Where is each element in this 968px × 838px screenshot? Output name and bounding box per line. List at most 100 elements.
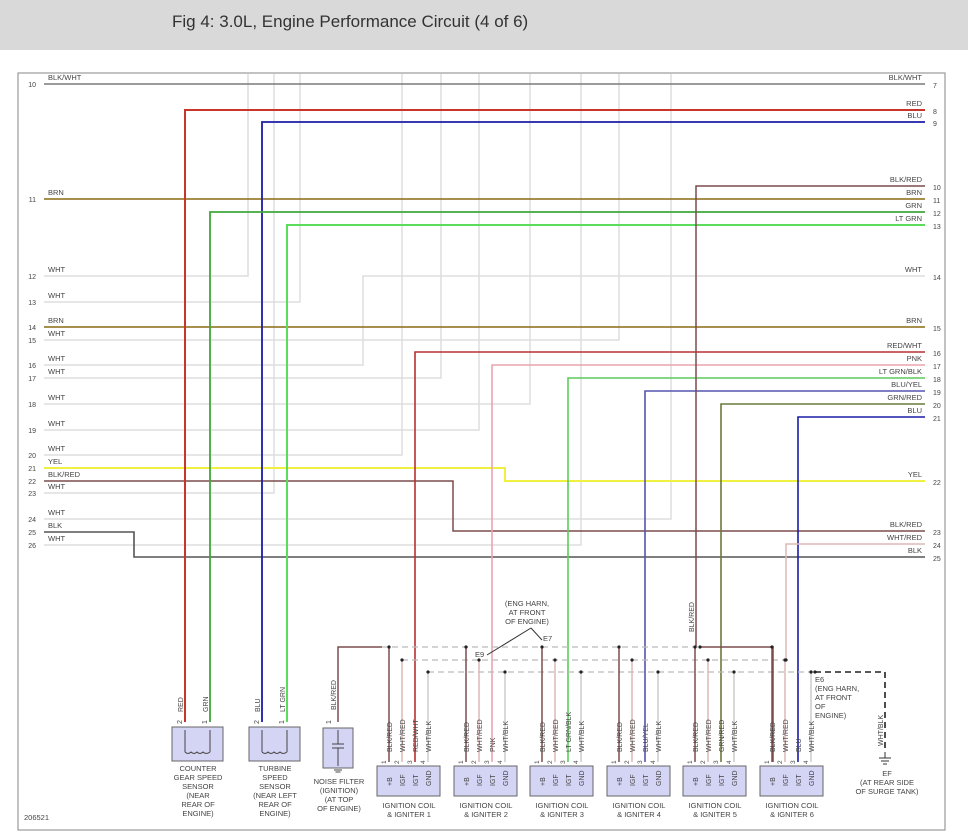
ignition-coil-box: [376, 765, 441, 797]
coil-terminal-label: IGT: [719, 774, 726, 786]
coil-wire-label: WHT/BLK: [503, 721, 510, 752]
splice-dot: [693, 645, 697, 649]
coil-wire-label: WHT/RED: [553, 719, 560, 752]
ignition-coil-box: [529, 765, 594, 797]
ignition-coil-box: [606, 765, 671, 797]
wire-red: [184, 109, 925, 722]
ground-wire: [815, 671, 886, 752]
coil-terminal-label: IGF: [477, 774, 484, 786]
splice-dot: [698, 645, 702, 649]
wire-label: LT GRN: [280, 687, 287, 712]
splice-dot: [387, 645, 391, 649]
coil-wire-label: WHT/BLK: [656, 721, 663, 752]
wire-label: GRN: [203, 696, 210, 712]
left-wire-label: BLK/WHT: [48, 73, 82, 82]
splice-dot: [732, 670, 736, 674]
left-pin-number: 22: [28, 479, 36, 486]
left-pin-number: 18: [28, 402, 36, 409]
coil-wire-label: PNK: [490, 737, 497, 752]
wire-igt: [720, 403, 925, 762]
left-pin-number: 16: [28, 363, 36, 370]
coil-terminal-label: GND: [656, 770, 663, 786]
wire-label: BLK/RED: [331, 680, 338, 710]
right-wire-label: WHT: [905, 265, 922, 274]
left-wire-label: WHT: [48, 508, 65, 517]
wire-grn: [209, 211, 925, 722]
right-pin-number: 8: [933, 109, 937, 116]
ignition-coil-box: [682, 765, 747, 797]
left-wire-label: WHT: [48, 419, 65, 428]
figure-title: Fig 4: 3.0L, Engine Performance Circuit …: [172, 12, 529, 31]
sensor-label: (NEAR LEFT: [253, 791, 297, 800]
ground-label: EF: [882, 769, 892, 778]
splice-dot: [706, 658, 710, 662]
coil-wire-label: LT GRN/BLK: [566, 711, 573, 752]
right-wire-label: BLU: [907, 111, 922, 120]
noise-filter-label: NOISE FILTER: [314, 777, 365, 786]
wire-label: BLK/RED: [689, 602, 696, 632]
sensor-label: COUNTER: [179, 764, 217, 773]
wire-igt: [414, 351, 925, 762]
coil-terminal-label: IGT: [643, 774, 650, 786]
coil-terminal-label: IGF: [400, 774, 407, 786]
coil-label: & IGNITER 4: [617, 810, 661, 819]
pin-number: 1: [611, 760, 618, 764]
wire-wht: [44, 74, 442, 379]
pin-number: 4: [803, 760, 810, 764]
right-pin-number: 11: [933, 198, 940, 205]
wire-label: WHT/BLK: [878, 715, 885, 746]
right-pin-number: 24: [933, 543, 941, 550]
wire-blk-red: [44, 480, 925, 532]
wire-igt: [567, 377, 925, 762]
left-pin-number: 21: [28, 466, 36, 473]
pin-number: 2: [177, 720, 184, 724]
coil-terminal-label: IGF: [706, 774, 713, 786]
left-pin-number: 12: [28, 274, 36, 281]
pin-number: 1: [381, 760, 388, 764]
right-pin-number: 16: [933, 351, 941, 358]
coil-wire-label: BLK/RED: [693, 722, 700, 752]
pointer-arrow: [486, 627, 543, 656]
coil-wire-label: BLK/RED: [770, 722, 777, 752]
left-pin-number: 11: [29, 197, 36, 204]
coil-wire-label: WHT/RED: [630, 719, 637, 752]
splice-note: OF ENGINE): [505, 617, 549, 626]
coil-terminal-label: +B: [617, 777, 624, 786]
wire-igt: [644, 390, 925, 762]
pin-number: 2: [700, 760, 707, 764]
figure-header: Fig 4: 3.0L, Engine Performance Circuit …: [0, 0, 968, 50]
wire-wht: [44, 74, 249, 277]
coil-wire-label: BLU: [796, 738, 803, 752]
splice-note: AT FRONT: [509, 608, 546, 617]
pin-number: 1: [687, 760, 694, 764]
coil-label: & IGNITER 2: [464, 810, 508, 819]
wire-blk-red: [337, 646, 382, 722]
wire-wht: [44, 74, 620, 341]
pin-number: 2: [254, 720, 261, 724]
splice-label-e6: ENGINE): [815, 711, 847, 720]
left-wire-label: BLK/RED: [48, 470, 81, 479]
wire-wht: [44, 74, 275, 494]
wire-wht: [44, 74, 301, 303]
splice-label-e6: AT FRONT: [815, 693, 852, 702]
wire-blu: [261, 121, 925, 722]
right-pin-number: 22: [933, 480, 941, 487]
coil-label: IGNITION COIL: [613, 801, 666, 810]
sensor-label: (NEAR: [186, 791, 210, 800]
left-pin-number: 23: [28, 491, 36, 498]
pin-number: 1: [202, 720, 209, 724]
coil-label: & IGNITER 5: [693, 810, 737, 819]
pin-number: 1: [534, 760, 541, 764]
coil-wire-label: WHT/RED: [783, 719, 790, 752]
sensor-label: SENSOR: [182, 782, 214, 791]
sensor-label: GEAR SPEED: [174, 773, 223, 782]
pin-number: 2: [777, 760, 784, 764]
capacitor-icon: [332, 730, 344, 773]
coil-wire-label: WHT/BLK: [809, 721, 816, 752]
coil-terminal-label: +B: [693, 777, 700, 786]
splice-dot: [770, 645, 774, 649]
right-wire-label: RED: [906, 99, 922, 108]
coil-terminal-label: IGT: [566, 774, 573, 786]
sensor-label: ENGINE): [259, 809, 291, 818]
coil-label: & IGNITER 1: [387, 810, 431, 819]
